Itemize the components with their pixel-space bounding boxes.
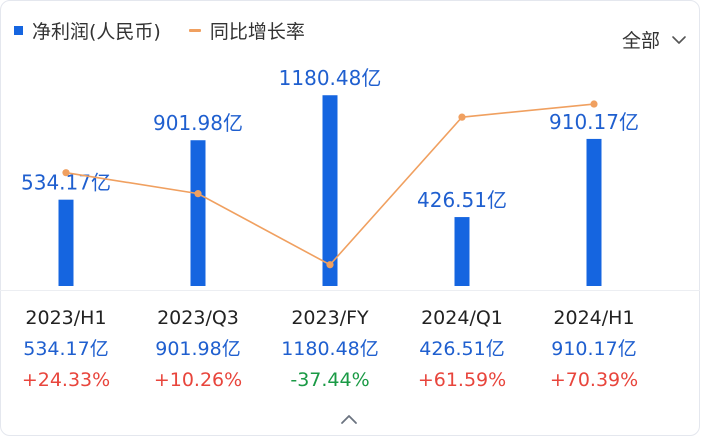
period-label: 2023/H1 [25, 307, 107, 329]
bar-2024/H1 [586, 138, 602, 286]
period-label: 2023/Q3 [157, 307, 239, 329]
legend-label-net-profit: 净利润(人民币) [32, 20, 161, 43]
net-profit-value: 534.17亿 [23, 338, 109, 360]
bar-value-label: 901.98亿 [153, 111, 243, 135]
growth-point-2024/Q1 [458, 113, 466, 121]
table-column[interactable]: 2024/H1 910.17亿 +70.39% [528, 303, 660, 396]
net-profit-value: 1180.48亿 [281, 338, 379, 360]
table-column[interactable]: 2023/FY 1180.48亿 -37.44% [264, 303, 396, 396]
bar-2023/FY [322, 95, 338, 286]
legend: 净利润(人民币) 同比增长率 [14, 17, 333, 44]
period-label: 2024/H1 [553, 307, 635, 329]
bar-value-label: 1180.48亿 [279, 66, 382, 90]
period-filter-dropdown[interactable]: 全部 [622, 26, 688, 53]
yoy-growth-value: +24.33% [21, 369, 111, 391]
growth-point-2023/H1 [62, 169, 70, 177]
legend-swatch-bar [14, 25, 23, 35]
bar-2024/Q1 [454, 217, 470, 286]
net-profit-value: 910.17亿 [551, 338, 637, 360]
legend-item-yoy-growth[interactable]: 同比增长率 [188, 17, 305, 44]
growth-point-2024/H1 [590, 100, 598, 108]
yoy-growth-value: +61.59% [417, 369, 507, 391]
bar-2023/Q3 [190, 140, 206, 286]
yoy-growth-value: +10.26% [153, 369, 243, 391]
chevron-up-icon[interactable] [337, 410, 361, 428]
bar-value-label: 910.17亿 [549, 110, 639, 134]
legend-item-net-profit[interactable]: 净利润(人民币) [14, 17, 161, 44]
growth-point-2023/FY [326, 261, 334, 269]
divider [0, 290, 700, 291]
yoy-growth-value: +70.39% [549, 369, 639, 391]
table-column[interactable]: 2023/Q3 901.98亿 +10.26% [132, 303, 264, 396]
table-column[interactable]: 2023/H1 534.17亿 +24.33% [0, 303, 132, 396]
period-label: 2023/FY [291, 307, 369, 329]
legend-swatch-line [188, 28, 201, 32]
yoy-growth-value: -37.44% [290, 369, 370, 391]
table-column[interactable]: 2024/Q1 426.51亿 +61.59% [396, 303, 528, 396]
bar-2023/H1 [58, 199, 74, 286]
growth-point-2023/Q3 [194, 190, 202, 198]
net-profit-value: 901.98亿 [155, 338, 241, 360]
bar-value-label: 426.51亿 [417, 188, 507, 212]
net-profit-value: 426.51亿 [419, 338, 505, 360]
period-label: 2024/Q1 [421, 307, 503, 329]
chevron-down-icon [672, 35, 686, 44]
period-filter-label: 全部 [621, 30, 660, 52]
legend-label-yoy-growth: 同比增长率 [209, 20, 305, 43]
